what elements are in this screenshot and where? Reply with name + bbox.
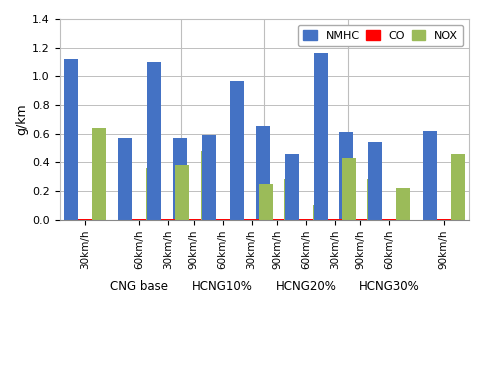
- Y-axis label: g/km: g/km: [15, 104, 28, 135]
- Bar: [173, 138, 187, 219]
- Bar: [451, 154, 465, 219]
- Bar: [285, 154, 299, 219]
- Bar: [92, 128, 106, 219]
- Bar: [147, 62, 161, 219]
- Bar: [230, 201, 244, 219]
- Text: HCNG30%: HCNG30%: [359, 280, 420, 293]
- Bar: [147, 168, 161, 219]
- Bar: [256, 127, 270, 219]
- Bar: [339, 132, 353, 219]
- Text: CNG base: CNG base: [110, 280, 168, 293]
- Bar: [201, 151, 215, 219]
- Bar: [258, 184, 272, 219]
- Bar: [64, 59, 78, 219]
- Bar: [118, 138, 133, 219]
- Bar: [367, 179, 381, 219]
- Bar: [201, 135, 216, 219]
- Bar: [175, 165, 189, 219]
- Bar: [313, 205, 327, 219]
- Text: HCNG20%: HCNG20%: [275, 280, 336, 293]
- Bar: [423, 131, 437, 219]
- Bar: [396, 188, 410, 219]
- Bar: [314, 53, 328, 219]
- Bar: [368, 142, 382, 219]
- Text: HCNG10%: HCNG10%: [192, 280, 253, 293]
- Bar: [230, 81, 244, 219]
- Bar: [342, 158, 356, 219]
- Bar: [284, 179, 298, 219]
- Legend: NMHC, CO, NOX: NMHC, CO, NOX: [298, 24, 464, 47]
